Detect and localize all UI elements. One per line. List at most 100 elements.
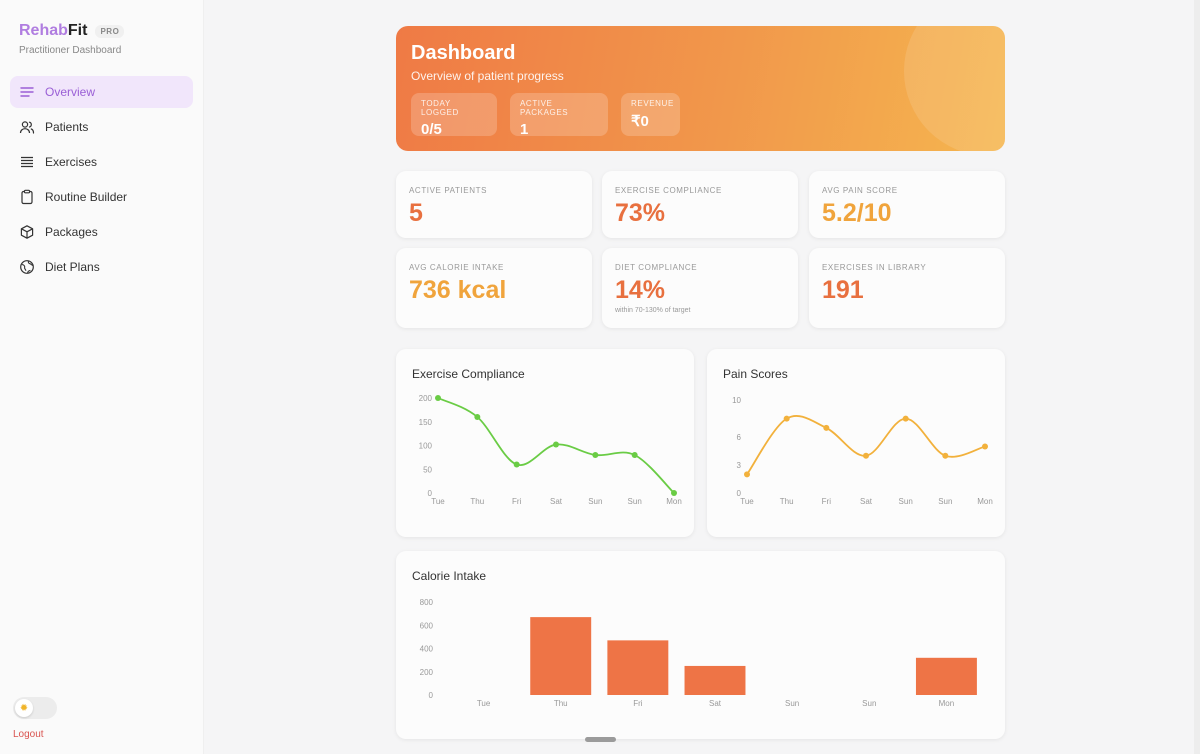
kpi-label: DIET COMPLIANCE (615, 263, 698, 272)
y-tick-label: 6 (737, 433, 742, 442)
hero-stat-label: TODAY LOGGED (421, 99, 459, 117)
chart-title: Exercise Compliance (412, 367, 525, 381)
series-line (746, 415, 986, 475)
kpi-value: 5 (409, 199, 423, 227)
sidebar-item-diet-plans[interactable]: Diet Plans (10, 251, 193, 283)
theme-toggle[interactable]: ✹ (13, 697, 57, 719)
y-tick-label: 0 (428, 489, 433, 498)
pain-scores-chart-card: Pain Scores 0 3 6 10 Tue Thu Fri Sat Sun Sun Mon (707, 349, 1005, 537)
kpi-avg-calorie-intake: AVG CALORIE INTAKE 736 kcal (396, 248, 592, 328)
data-point[interactable] (982, 443, 988, 450)
calorie-bar[interactable] (915, 657, 977, 695)
x-tick-label: Sat (550, 497, 563, 506)
data-point[interactable] (474, 414, 481, 420)
chart-title: Pain Scores (723, 367, 788, 381)
brand-name-part1: Rehab (19, 22, 68, 39)
sidebar: RehabFit PRO Practitioner Dashboard Over… (0, 0, 204, 754)
x-tick-label: Thu (470, 497, 484, 506)
kpi-label: EXERCISES IN LIBRARY (822, 263, 927, 272)
sidebar-item-exercises[interactable]: Exercises (10, 146, 193, 178)
y-tick-label: 0 (429, 691, 434, 700)
sidebar-item-label: Patients (45, 120, 89, 134)
y-tick-label: 200 (419, 394, 433, 403)
kpi-label: AVG CALORIE INTAKE (409, 263, 504, 272)
kpi-label: AVG PAIN SCORE (822, 186, 898, 195)
hero-stat-label: ACTIVE PACKAGES (520, 99, 569, 117)
kpi-exercise-compliance: EXERCISE COMPLIANCE 73% (602, 171, 798, 238)
calorie-bar[interactable] (684, 665, 746, 695)
calorie-intake-chart-card: Calorie Intake 0 200 400 600 800 Tue Thu Fri Sat… (396, 551, 1005, 739)
y-tick-label: 50 (423, 465, 432, 474)
x-tick-label: Thu (554, 699, 568, 708)
x-tick-label: Fri (633, 699, 643, 708)
kpi-note: within 70-130% of target (615, 307, 691, 314)
y-tick-label: 800 (420, 598, 434, 607)
sidebar-item-patients[interactable]: Patients (10, 111, 193, 143)
x-tick-label: Fri (822, 497, 832, 506)
y-tick-label: 0 (737, 489, 742, 498)
y-tick-label: 10 (732, 396, 741, 405)
x-tick-label: Mon (939, 699, 955, 708)
data-point[interactable] (592, 452, 599, 458)
x-tick-label: Thu (780, 497, 794, 506)
scroll-handle[interactable] (585, 737, 616, 742)
data-point[interactable] (435, 395, 441, 401)
pro-badge: PRO (95, 24, 125, 38)
calorie-bar[interactable] (530, 617, 592, 695)
data-point[interactable] (744, 471, 750, 478)
hero-stat-active-packages: ACTIVE PACKAGES 1 (510, 93, 608, 138)
sidebar-item-routine-builder[interactable]: Routine Builder (10, 181, 193, 213)
data-point[interactable] (513, 461, 520, 468)
data-point[interactable] (553, 441, 559, 448)
data-point[interactable] (671, 490, 677, 496)
x-tick-label: Sun (785, 699, 799, 708)
chart-title: Calorie Intake (412, 569, 487, 583)
kpi-label: ACTIVE PATIENTS (409, 186, 488, 195)
brand-name: RehabFit (19, 22, 87, 40)
exercise-compliance-chart: 0 50 100 150 200 Tue Thu Fri Sat Sun Sun Mon (419, 394, 682, 506)
x-tick-label: Tue (740, 497, 754, 506)
data-point[interactable] (631, 452, 638, 458)
globe-icon (19, 259, 35, 275)
sidebar-item-overview[interactable]: Overview (10, 76, 193, 108)
kpi-value: 14% (615, 276, 666, 304)
calorie-intake-chart: 0 200 400 600 800 Tue Thu Fri Sat Sun Sun Mon (420, 598, 977, 708)
y-tick-label: 400 (420, 645, 434, 654)
data-point[interactable] (942, 452, 949, 459)
sidebar-item-packages[interactable]: Packages (10, 216, 193, 248)
dashboard-hero: Dashboard Overview of patient progress T… (396, 26, 1005, 151)
kpi-active-patients: ACTIVE PATIENTS 5 (396, 171, 592, 238)
hero-stat-label: REVENUE (631, 99, 674, 108)
hero-stat-value: 0/5 (421, 121, 442, 138)
brand-logo[interactable]: RehabFit PRO (19, 22, 125, 40)
data-point[interactable] (902, 415, 909, 422)
y-tick-label: 600 (420, 621, 434, 630)
brand-name-part2: Fit (67, 22, 88, 39)
data-point[interactable] (823, 424, 830, 431)
clipboard-icon (19, 189, 35, 205)
logout-link[interactable]: Logout (13, 729, 44, 740)
x-tick-label: Sun (938, 497, 952, 506)
pain-scores-chart: 0 3 6 10 Tue Thu Fri Sat Sun Sun Mon (732, 396, 993, 506)
y-tick-label: 3 (737, 461, 742, 470)
data-point[interactable] (783, 415, 790, 422)
users-icon (19, 119, 35, 135)
calorie-bar[interactable] (607, 640, 669, 695)
kpi-value: 736 kcal (409, 276, 507, 304)
hero-decoration (904, 26, 1005, 151)
x-tick-label: Mon (666, 497, 682, 506)
data-point[interactable] (863, 452, 869, 459)
hero-stat-revenue: REVENUE ₹0 (621, 93, 680, 136)
sun-icon: ✹ (15, 699, 33, 717)
box-icon (19, 224, 35, 240)
x-tick-label: Sat (709, 699, 722, 708)
brand-subtitle: Practitioner Dashboard (19, 45, 122, 56)
x-tick-label: Sun (862, 699, 876, 708)
window-scrollbar-track[interactable] (1194, 0, 1200, 754)
sidebar-item-label: Packages (45, 225, 98, 239)
sidebar-item-label: Routine Builder (45, 190, 128, 204)
kpi-exercises-in-library: EXERCISES IN LIBRARY 191 (809, 248, 1005, 328)
y-tick-label: 200 (420, 668, 434, 677)
kpi-value: 191 (822, 276, 864, 304)
y-tick-label: 100 (419, 442, 433, 451)
